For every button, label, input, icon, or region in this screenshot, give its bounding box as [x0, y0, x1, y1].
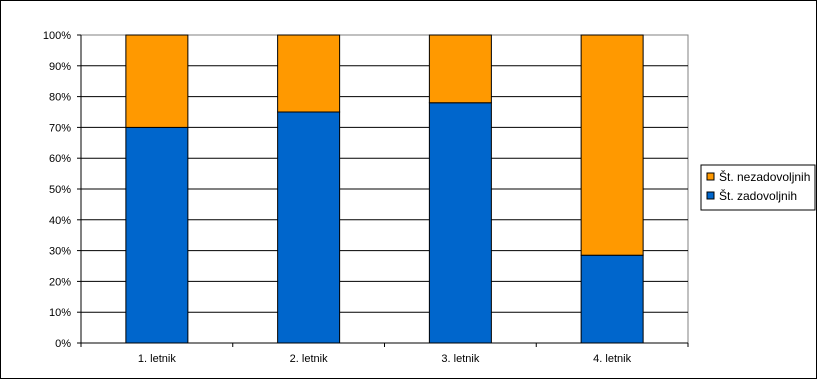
legend: Št. nezadovoljnih Št. zadovoljnih	[700, 164, 816, 211]
x-axis-ticks: 1. letnik 2. letnik 3. letnik 4. letnik	[80, 343, 689, 365]
legend-swatch	[706, 172, 715, 181]
x-tick-label: 2. letnik	[290, 353, 328, 365]
bar-segment	[277, 111, 341, 344]
bar-segment	[580, 34, 644, 256]
y-tick-label: 70%	[49, 122, 71, 134]
legend-swatch	[706, 191, 715, 200]
bar-segment	[428, 102, 492, 344]
x-tick-label: 3. letnik	[441, 353, 479, 365]
bar-segment	[277, 34, 341, 113]
x-tick-label: 4. letnik	[593, 353, 631, 365]
y-tick-label: 40%	[49, 215, 71, 227]
y-tick-label: 90%	[49, 61, 71, 73]
y-tick-label: 10%	[49, 307, 71, 319]
bars	[125, 34, 644, 344]
y-tick-label: 60%	[49, 153, 71, 165]
legend-label: Št. nezadovoljnih	[719, 169, 810, 184]
bar-segment	[125, 126, 189, 344]
y-tick-label: 100%	[43, 30, 71, 42]
y-tick-label: 80%	[49, 92, 71, 104]
bar-segment	[428, 34, 492, 104]
bar-segment	[580, 254, 644, 344]
legend-box	[700, 164, 816, 211]
y-tick-label: 50%	[49, 184, 71, 196]
y-tick-label: 0%	[55, 338, 71, 350]
y-tick-label: 20%	[49, 276, 71, 288]
legend-label: Št. zadovoljnih	[719, 188, 797, 203]
bar-segment	[125, 34, 189, 128]
y-tick-label: 30%	[49, 246, 71, 258]
x-tick-label: 1. letnik	[138, 353, 176, 365]
